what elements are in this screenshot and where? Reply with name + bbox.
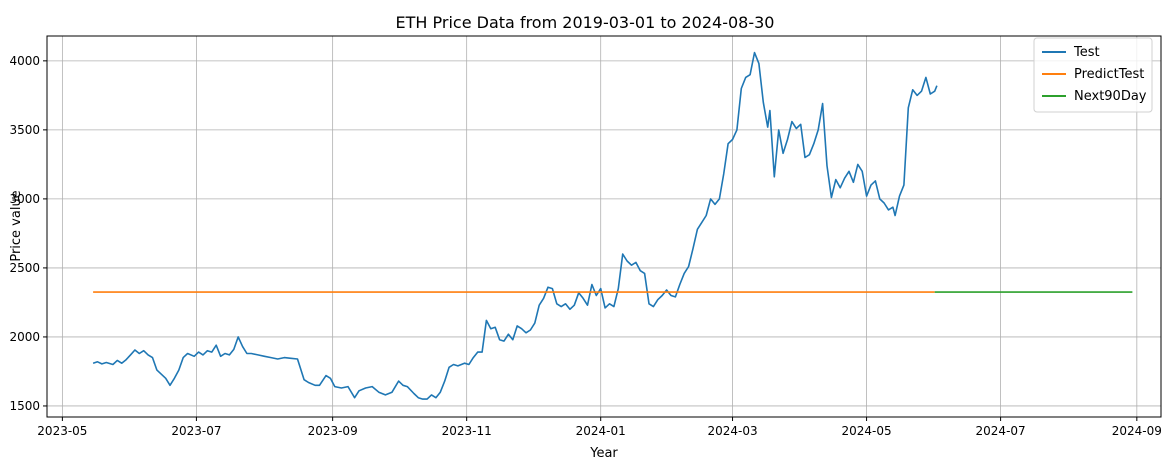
legend-label-next90day: Next90Day xyxy=(1074,89,1147,104)
legend-box xyxy=(1033,37,1153,113)
x-tick-label: 2023-11 xyxy=(442,424,492,438)
chart-title: ETH Price Data from 2019-03-01 to 2024-0… xyxy=(396,13,775,32)
x-tick-label: 2024-07 xyxy=(976,424,1026,438)
y-tick-label: 4000 xyxy=(9,54,40,68)
x-tick-label: 2024-09 xyxy=(1112,424,1162,438)
x-axis-title: Year xyxy=(589,446,618,461)
plot-area-frame xyxy=(46,35,1162,418)
legend-label-test: Test xyxy=(1073,45,1100,60)
y-axis: 1500 2000 2500 3000 3500 4000 xyxy=(9,54,47,413)
x-axis: 2023-05 2023-07 2023-09 2023-11 2024-01 2024-… xyxy=(37,417,1162,438)
y-tick-label: 2000 xyxy=(9,330,40,344)
series-line-test xyxy=(92,51,938,400)
x-tick-label: 2024-03 xyxy=(707,424,757,438)
legend: Test PredictTest Next90Day xyxy=(1033,37,1153,113)
y-axis-title: Price value xyxy=(9,190,24,261)
grid-lines xyxy=(47,36,1161,417)
y-tick-label: 1500 xyxy=(9,399,40,413)
x-tick-label: 2024-01 xyxy=(576,424,626,438)
x-tick-label: 2024-05 xyxy=(841,424,891,438)
legend-label-predicttest: PredictTest xyxy=(1074,67,1144,82)
y-tick-label: 3000 xyxy=(9,192,40,206)
x-tick-label: 2023-07 xyxy=(171,424,221,438)
y-tick-label: 2500 xyxy=(9,261,40,275)
series-layer xyxy=(92,51,1133,400)
x-tick-label: 2023-09 xyxy=(308,424,358,438)
y-tick-label: 3500 xyxy=(9,123,40,137)
x-tick-label: 2023-05 xyxy=(37,424,87,438)
